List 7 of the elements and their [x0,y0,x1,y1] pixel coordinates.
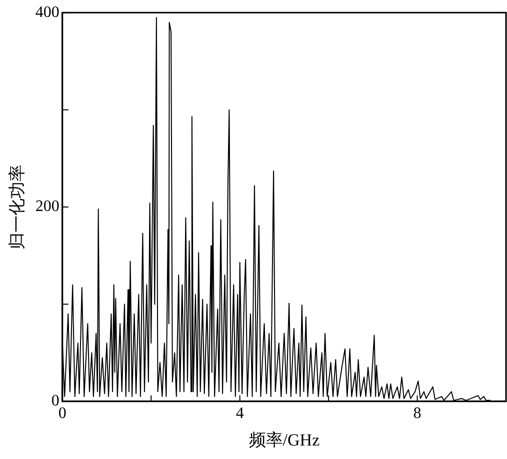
x-axis-title: 频率/GHz [248,430,320,450]
y-tick-label: 400 [35,4,60,21]
y-tick-label: 200 [35,198,60,216]
x-tick-label: 4 [236,405,244,422]
y-axis-title: 归一化功率 [8,164,27,250]
x-tick-label: 8 [413,405,422,422]
y-tick-label: 0 [51,392,60,410]
